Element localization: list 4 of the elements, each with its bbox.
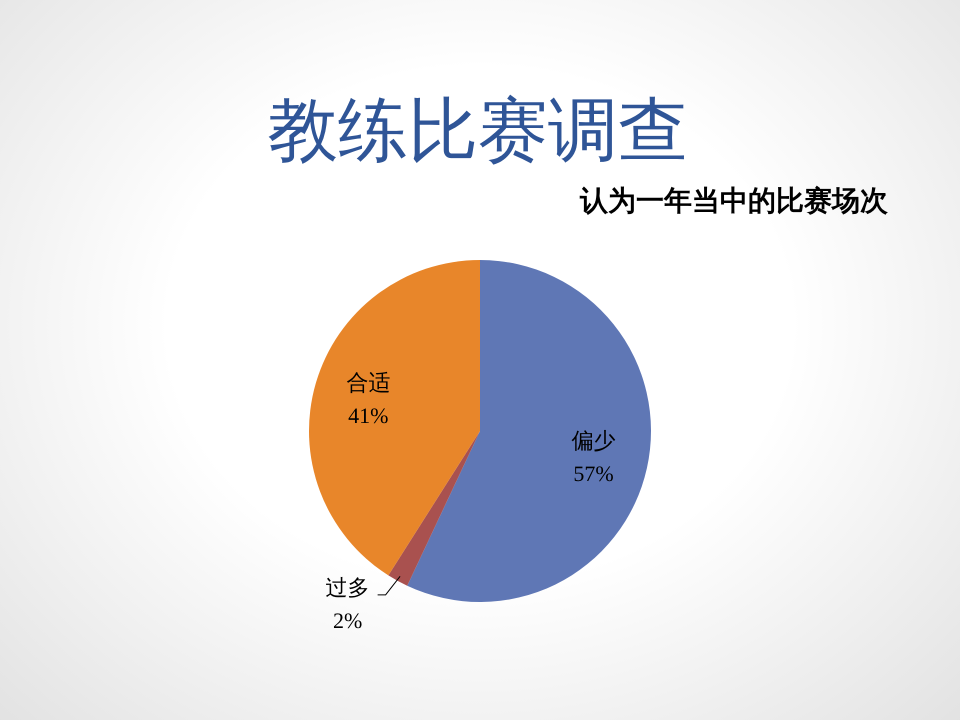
title: 教练比赛调查: [268, 89, 688, 171]
subtitle: 认为一年当中的比赛场次: [580, 186, 888, 217]
slice-label: 过多: [326, 574, 370, 600]
data-label: 2%: [332, 608, 362, 633]
